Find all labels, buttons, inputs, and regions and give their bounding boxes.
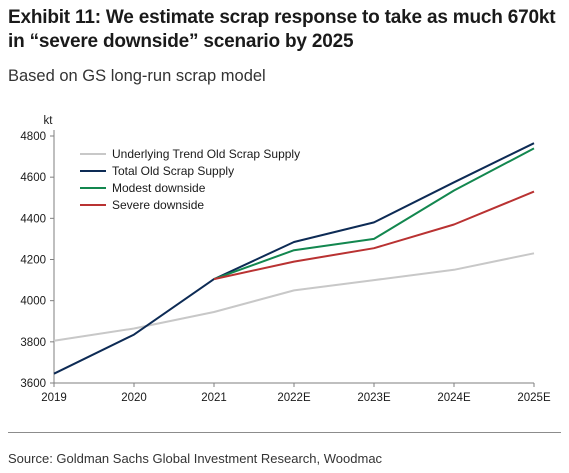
series-line-total-old-scrap-supply	[53, 142, 535, 375]
y-tick-label: 4000	[20, 296, 46, 308]
y-tick-label: 4400	[20, 213, 46, 225]
legend-label: Total Old Scrap Supply	[112, 164, 234, 178]
x-tick-label: 2025E	[517, 392, 551, 404]
x-tick-label: 2021	[201, 392, 227, 404]
footer-divider	[8, 432, 561, 433]
x-tick-label: 2020	[121, 392, 147, 404]
y-tick-label: 4600	[20, 172, 46, 184]
y-tick-label: 4800	[20, 131, 46, 143]
legend-label: Modest downside	[112, 181, 206, 195]
y-axis-label: kt	[44, 115, 54, 127]
y-tick-label: 3800	[20, 337, 46, 349]
legend-label: Severe downside	[112, 198, 204, 212]
source-note: Source: Goldman Sachs Global Investment …	[8, 451, 383, 466]
x-tick-label: 2022E	[277, 392, 311, 404]
series-line-severe-downside	[213, 190, 535, 281]
x-tick-label: 2019	[41, 392, 67, 404]
series-lines	[53, 142, 535, 375]
y-tick-label: 3600	[20, 378, 46, 390]
chart-title: Exhibit 11: We estimate scrap response t…	[8, 7, 556, 52]
chart-subtitle: Based on GS long-run scrap model	[8, 67, 266, 85]
series-line-underlying-trend-old-scrap-supply	[53, 252, 535, 342]
axes: 3600 3800 4000 4200 4400 4600 4800 2019 2020 2021…	[20, 130, 551, 404]
x-tick-label: 2023E	[357, 392, 391, 404]
legend-label: Underlying Trend Old Scrap Supply	[112, 147, 300, 161]
legend: Underlying Trend Old Scrap Supply Total O…	[80, 147, 300, 212]
series-line-modest-downside	[213, 147, 535, 281]
x-tick-label: 2024E	[437, 392, 471, 404]
y-tick-label: 4200	[20, 255, 46, 267]
